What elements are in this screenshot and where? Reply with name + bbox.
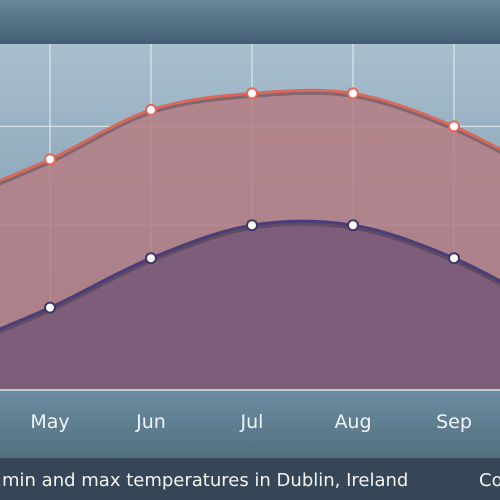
point-max-jul [246,87,258,100]
point-min-sep [448,252,460,265]
x-axis-band [0,390,500,458]
point-max-sep [448,120,460,133]
point-min-jun [145,252,157,265]
caption-band [0,458,500,500]
x-axis-ticks: May Jun Jul Aug Sep [30,411,472,433]
point-max-aug [347,87,359,100]
point-min-may [44,301,56,314]
data-points [44,87,460,314]
series-areas [0,90,500,390]
x-tick-label-jul: Jul [240,411,264,433]
chart-caption: min and max temperatures in Dublin, Irel… [2,470,408,491]
point-max-jun [145,103,157,116]
x-tick-label-may: May [30,411,69,433]
area-min [0,221,500,390]
point-min-jul [246,219,258,232]
point-max-may [44,153,56,166]
x-tick-label-jun: Jun [135,411,166,433]
header-band [0,0,500,44]
chart-caption-tail: Co [479,470,500,491]
x-tick-label-sep: Sep [436,411,472,433]
point-min-aug [347,219,359,232]
x-tick-label-aug: Aug [334,411,371,433]
